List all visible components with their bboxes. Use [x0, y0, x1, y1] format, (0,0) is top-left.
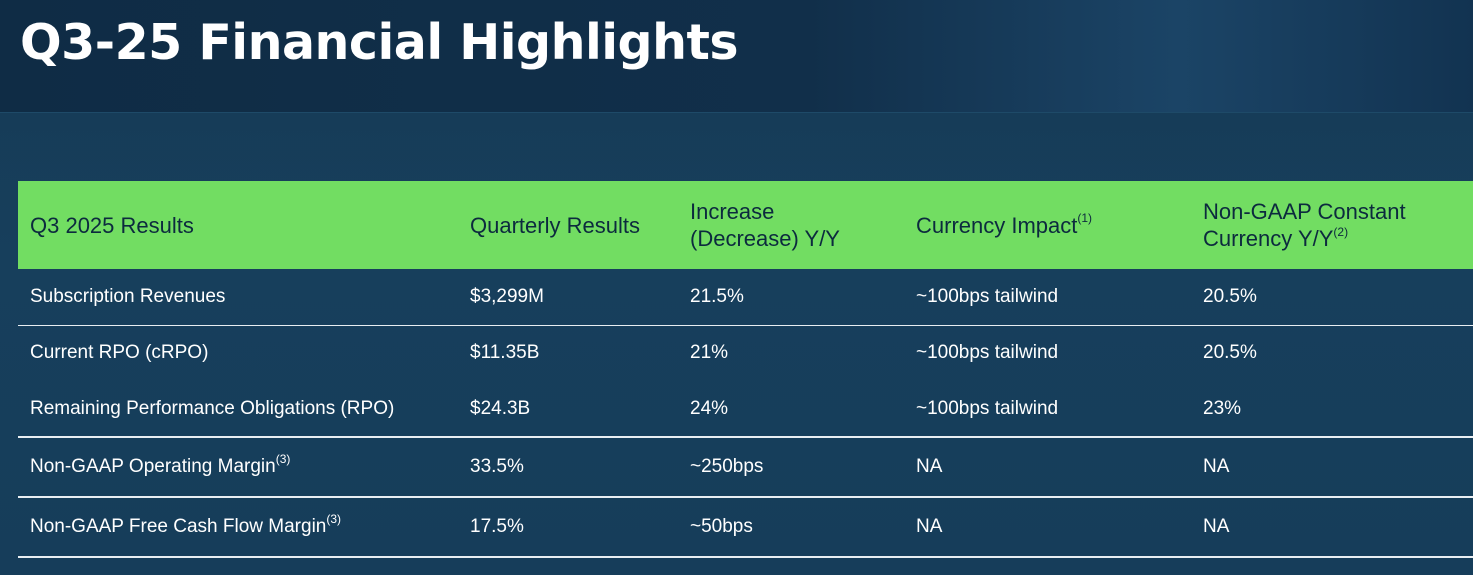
footnote-ref: (3) — [275, 451, 291, 466]
metric-cell: Remaining Performance Obligations (RPO) — [30, 397, 395, 419]
quarterly-cell: $11.35B — [470, 342, 540, 364]
currency-cell: NA — [916, 516, 943, 537]
quarterly-cell: $3,299M — [470, 285, 544, 307]
constant-cell: 20.5% — [1203, 285, 1257, 307]
table-row: Current RPO (cRPO) $11.35B 21% ~100bps t… — [18, 325, 1473, 381]
metric-cell: Current RPO (cRPO) — [30, 342, 209, 364]
page-title: Q3-25 Financial Highlights — [20, 14, 739, 71]
table-row: Non-GAAP Operating Margin(3) 33.5% ~250b… — [18, 437, 1473, 497]
footnote-ref: (1) — [1077, 211, 1093, 226]
header-currency-impact: Currency Impact(1) — [916, 211, 1093, 238]
change-cell: ~250bps — [690, 456, 764, 477]
table-row: Subscription Revenues $3,299M 21.5% ~100… — [18, 269, 1473, 325]
constant-cell: NA — [1203, 516, 1230, 537]
currency-cell: ~100bps tailwind — [916, 342, 1059, 364]
constant-cell: 23% — [1203, 397, 1242, 419]
metric-cell: Non-GAAP Free Cash Flow Margin(3) — [30, 511, 342, 537]
constant-cell: 20.5% — [1203, 342, 1257, 364]
footnote-ref: (2) — [1333, 224, 1349, 239]
quarterly-cell: $24.3B — [470, 397, 531, 419]
title-band: Q3-25 Financial Highlights — [0, 0, 1473, 113]
currency-cell: NA — [916, 456, 943, 477]
table-row: Non-GAAP Free Cash Flow Margin(3) 17.5% … — [18, 497, 1473, 557]
quarterly-cell: 33.5% — [470, 456, 524, 477]
financial-highlights-table: Q3 2025 Results Quarterly Results Increa… — [18, 181, 1473, 558]
change-cell: ~50bps — [690, 516, 753, 537]
header-increase-decrease: Increase (Decrease) Y/Y — [690, 199, 840, 251]
change-cell: 21.5% — [690, 285, 744, 307]
change-cell: 21% — [690, 342, 729, 364]
header-quarterly-results: Quarterly Results — [470, 212, 640, 238]
footnote-ref: (3) — [326, 511, 342, 526]
change-cell: 24% — [690, 397, 729, 419]
header-constant-currency: Non-GAAP Constant Currency Y/Y(2) — [1203, 199, 1406, 251]
header-q3-results: Q3 2025 Results — [30, 212, 194, 238]
table-row: Remaining Performance Obligations (RPO) … — [18, 381, 1473, 437]
currency-cell: ~100bps tailwind — [916, 285, 1059, 307]
constant-cell: NA — [1203, 456, 1230, 477]
metric-cell: Non-GAAP Operating Margin(3) — [30, 451, 291, 477]
table-header-row: Q3 2025 Results Quarterly Results Increa… — [18, 181, 1473, 269]
metric-cell: Subscription Revenues — [30, 285, 226, 307]
quarterly-cell: 17.5% — [470, 516, 524, 537]
currency-cell: ~100bps tailwind — [916, 397, 1059, 419]
